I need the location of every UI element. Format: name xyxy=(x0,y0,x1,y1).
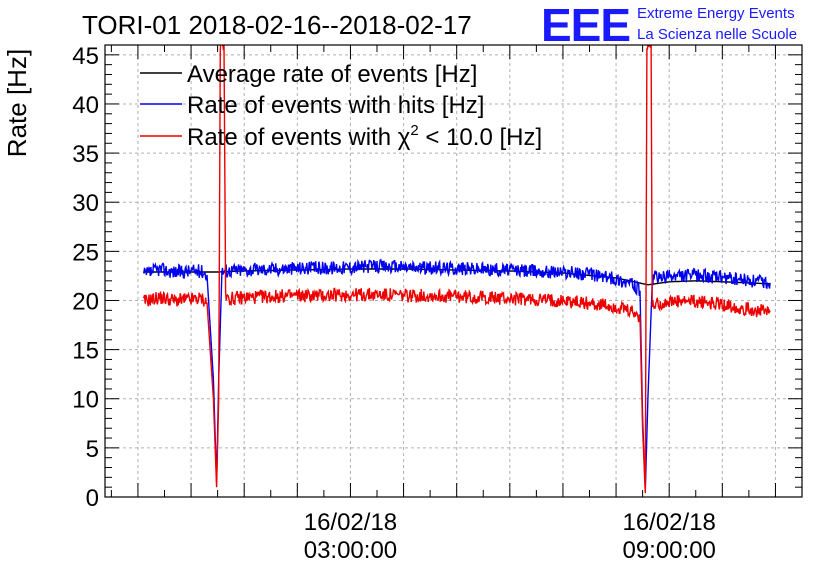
y-axis-label: Rate [Hz] xyxy=(2,49,32,157)
legend-label: Rate of events with hits [Hz] xyxy=(187,92,484,119)
y-tick-label: 5 xyxy=(86,436,99,463)
y-tick-label: 35 xyxy=(72,141,99,168)
y-tick-label: 0 xyxy=(86,485,99,512)
series-hits-line xyxy=(142,258,771,491)
x-tick-date: 16/02/18 xyxy=(622,509,715,536)
series-chi2-line xyxy=(142,45,771,494)
legend-label: Rate of events with χ2 < 10.0 [Hz] xyxy=(187,122,542,151)
axes: 05101520253035404516/02/1803:00:0016/02/… xyxy=(72,43,803,564)
logo-line-1: Extreme Energy Events xyxy=(637,5,795,22)
x-tick-time: 03:00:00 xyxy=(304,537,397,564)
y-tick-label: 45 xyxy=(72,43,99,70)
legend-label: Average rate of events [Hz] xyxy=(187,61,477,88)
logo-line-2: La Scienza nelle Scuole xyxy=(637,26,797,43)
y-tick-label: 10 xyxy=(72,387,99,414)
series-layer xyxy=(142,45,771,494)
chart-title: TORI-01 2018-02-16--2018-02-17 xyxy=(82,10,472,40)
grid xyxy=(105,45,802,497)
x-tick-time: 09:00:00 xyxy=(622,537,715,564)
y-tick-label: 15 xyxy=(72,338,99,365)
y-tick-label: 25 xyxy=(72,239,99,266)
legend: Average rate of events [Hz] Rate of event… xyxy=(140,61,542,151)
y-tick-label: 30 xyxy=(72,190,99,217)
x-tick-date: 16/02/18 xyxy=(304,509,397,536)
y-tick-label: 20 xyxy=(72,288,99,315)
logo-eee-text: EEE xyxy=(541,0,630,51)
plot-frame xyxy=(104,44,803,498)
y-tick-label: 40 xyxy=(72,92,99,119)
eee-logo: EEE Extreme Energy Events La Scienza nel… xyxy=(541,0,797,51)
